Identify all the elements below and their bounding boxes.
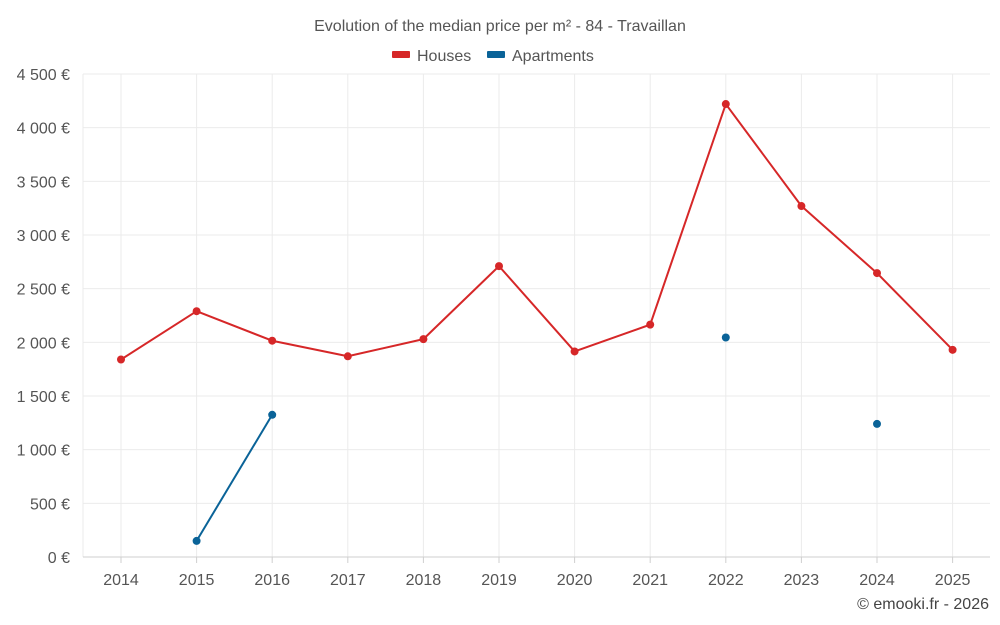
x-axis-ticks: 2014 2015 2016 2017 2018 2019 2020 2021 2022 2023… [103, 557, 970, 589]
data-point-apartments-2022[interactable] [721, 333, 730, 342]
x-tick-label: 2017 [330, 572, 366, 589]
x-tick-label: 2023 [784, 572, 820, 589]
series-line-apartments [195, 414, 274, 542]
y-tick-label: 2 500 € [17, 282, 70, 299]
series [117, 100, 957, 545]
y-tick-label: 4 000 € [17, 121, 70, 138]
y-tick-label: 4 500 € [17, 67, 70, 84]
legend-item-apartments[interactable]: Apartments [487, 48, 594, 65]
data-point-houses-2018[interactable] [419, 335, 428, 344]
data-point-apartments-2024[interactable] [873, 419, 881, 428]
data-point-houses-2021[interactable] [646, 320, 655, 329]
legend-label-apartments: Apartments [512, 48, 594, 65]
grid [82, 73, 990, 558]
x-tick-label: 2020 [557, 572, 593, 589]
data-point-apartments-2016[interactable] [268, 410, 277, 419]
x-tick-label: 2016 [254, 572, 290, 589]
data-point-houses-2023[interactable] [797, 202, 806, 211]
data-point-houses-2019[interactable] [495, 262, 503, 271]
y-tick-label: 0 € [48, 550, 70, 567]
y-tick-label: 500 € [30, 496, 70, 513]
data-point-houses-2022[interactable] [721, 100, 730, 109]
data-point-houses-2017[interactable] [343, 352, 352, 361]
data-point-houses-2024[interactable] [873, 269, 881, 278]
legend-swatch-apartments [487, 51, 505, 58]
x-tick-label: 2014 [103, 572, 139, 589]
data-point-houses-2016[interactable] [268, 336, 277, 345]
credit-text: © emooki.fr - 2026 [857, 596, 989, 613]
x-tick-label: 2021 [632, 572, 668, 589]
y-tick-label: 1 000 € [17, 443, 70, 460]
data-point-apartments-2015[interactable] [192, 536, 201, 545]
data-point-houses-2015[interactable] [192, 307, 201, 316]
series-line-houses [120, 103, 954, 361]
data-point-houses-2020[interactable] [570, 347, 579, 356]
legend: Houses Apartments [392, 48, 594, 65]
data-point-houses-2014[interactable] [117, 355, 125, 364]
legend-swatch-houses [392, 51, 410, 58]
legend-item-houses[interactable]: Houses [392, 48, 471, 65]
y-tick-label: 2 000 € [17, 335, 70, 352]
x-tick-label: 2015 [179, 572, 215, 589]
y-tick-label: 3 500 € [17, 174, 70, 191]
y-tick-label: 3 000 € [17, 228, 70, 245]
data-point-houses-2025[interactable] [948, 345, 957, 354]
chart-title: Evolution of the median price per m² - 8… [314, 18, 686, 35]
x-tick-label: 2019 [481, 572, 517, 589]
y-tick-label: 1 500 € [17, 389, 70, 406]
legend-label-houses: Houses [417, 48, 471, 65]
x-tick-label: 2022 [708, 572, 744, 589]
x-tick-label: 2024 [859, 572, 895, 589]
x-tick-label: 2025 [935, 572, 971, 589]
y-axis-ticks: 0 € 500 € 1 000 € 1 500 € 2 000 € 2 500 € 3 00… [17, 67, 70, 567]
x-tick-label: 2018 [406, 572, 442, 589]
